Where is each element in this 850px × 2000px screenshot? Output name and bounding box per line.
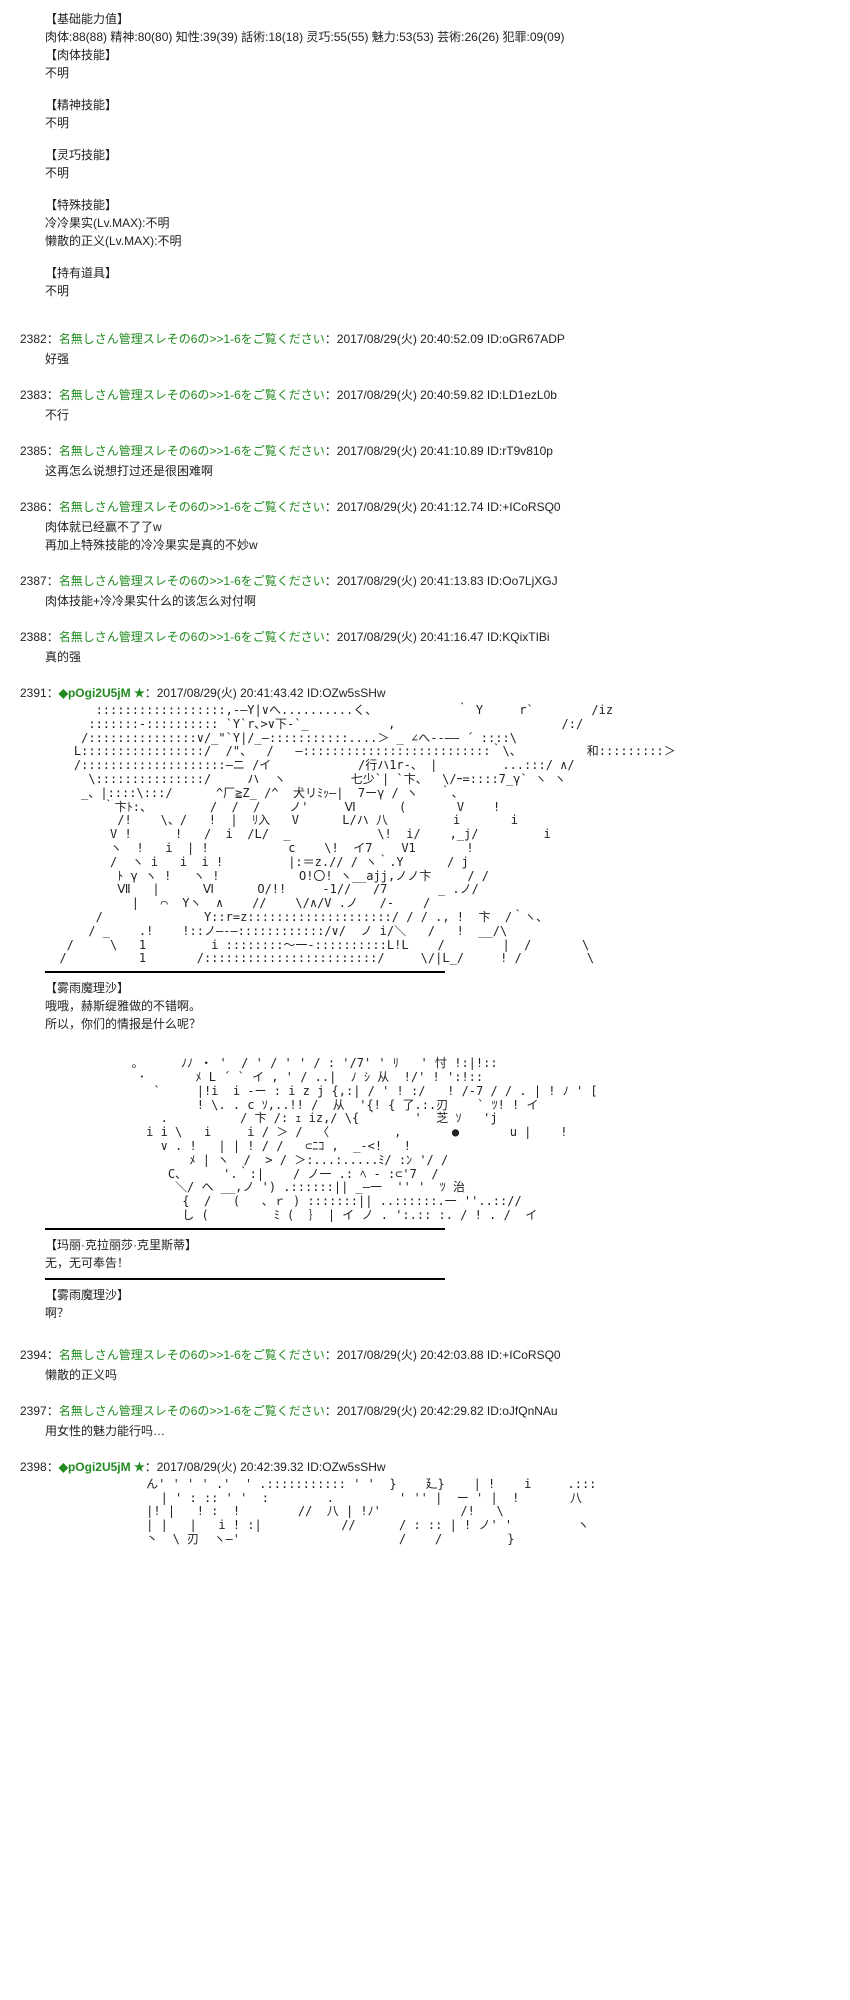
- section-title: 【精神技能】: [45, 96, 830, 114]
- post: 2383：名無しさん管理スレその6の>>1-6をご覧ください：2017/08/2…: [20, 386, 830, 424]
- post-num: 2391: [20, 686, 47, 700]
- post-body: 懒散的正义吗: [45, 1366, 830, 1384]
- post-trip: ◆pOgi2U5jM ★: [59, 1460, 145, 1474]
- post-num: 2394: [20, 1348, 47, 1362]
- post-date: 2017/08/29(火) 20:41:43.42: [157, 686, 304, 700]
- post-num: 2383: [20, 388, 47, 402]
- dialog-box-2: 【玛丽·克拉丽莎·克里斯蒂】 无，无可奉告！ 【雾雨魔理沙】 啊？: [45, 1228, 830, 1326]
- post-id: ID:oJfQnNAu: [487, 1404, 558, 1418]
- post-header: 2388：名無しさん管理スレその6の>>1-6をご覧ください：2017/08/2…: [20, 628, 830, 646]
- post-num: 2387: [20, 574, 47, 588]
- post-name: 名無しさん管理スレその6の>>1-6をご覧ください: [59, 574, 325, 588]
- post-id: ID:rT9v810p: [487, 444, 553, 458]
- post-body: 肉体技能+冷冷果实什么的该怎么对付啊: [45, 592, 830, 610]
- post-name: 名無しさん管理スレその6の>>1-6をご覧ください: [59, 332, 325, 346]
- post-name: 名無しさん管理スレその6の>>1-6をご覧ください: [59, 1348, 325, 1362]
- post: 2397：名無しさん管理スレその6の>>1-6をご覧ください：2017/08/2…: [20, 1402, 830, 1440]
- post: 2388：名無しさん管理スレその6の>>1-6をご覧ください：2017/08/2…: [20, 628, 830, 666]
- dialog-text: 哦哦，赫斯缇雅做的不错啊。 所以，你们的情报是什么呢？: [45, 997, 830, 1033]
- post-body: 肉体就已经赢不了了w 再加上特殊技能的冷冷果实是真的不妙w: [45, 518, 830, 554]
- post-id: ID:OZw5sSHw: [307, 686, 386, 700]
- post-name: 名無しさん管理スレその6の>>1-6をご覧ください: [59, 444, 325, 458]
- post-date: 2017/08/29(火) 20:40:52.09: [337, 332, 484, 346]
- post-date: 2017/08/29(火) 20:42:39.32: [157, 1460, 304, 1474]
- post-num: 2398: [20, 1460, 47, 1474]
- dialog-text: 无，无可奉告！: [45, 1254, 830, 1272]
- post-header: 2386：名無しさん管理スレその6の>>1-6をご覧ください：2017/08/2…: [20, 498, 830, 516]
- post-id: ID:OZw5sSHw: [307, 1460, 386, 1474]
- post-name: 名無しさん管理スレその6の>>1-6をご覧ください: [59, 630, 325, 644]
- stats-section: 【灵巧技能】不明: [45, 146, 830, 182]
- post-header: 2382：名無しさん管理スレその6の>>1-6をご覧ください：2017/08/2…: [20, 330, 830, 348]
- section-value: 冷冷果实(Lv.MAX):不明 懒散的正义(Lv.MAX):不明: [45, 214, 830, 250]
- trip-post-2: 2398：◆pOgi2U5jM ★：2017/08/29(火) 20:42:39…: [20, 1458, 830, 1547]
- post-header: 2387：名無しさん管理スレその6の>>1-6をご覧ください：2017/08/2…: [20, 572, 830, 590]
- dialog-speaker: 【雾雨魔理沙】: [45, 979, 830, 997]
- post-header: 2385：名無しさん管理スレその6の>>1-6をご覧ください：2017/08/2…: [20, 442, 830, 460]
- section-value: 不明: [45, 282, 830, 300]
- post-body: 不行: [45, 406, 830, 424]
- post-header: 2398：◆pOgi2U5jM ★：2017/08/29(火) 20:42:39…: [20, 1458, 830, 1476]
- ascii-art-1: ::::::::::::::::::,-―Y|∨へ..........く、 ｀ …: [45, 704, 830, 966]
- post-num: 2397: [20, 1404, 47, 1418]
- post-id: ID:LD1ezL0b: [487, 388, 557, 402]
- section-value: 不明: [45, 114, 830, 132]
- stats-block: 【基础能力值】 肉体:88(88) 精神:80(80) 知性:39(39) 話術…: [45, 10, 830, 300]
- dialog-speaker: 【雾雨魔理沙】: [45, 1286, 830, 1304]
- ascii-art-2: ｡ ﾉﾉ ・ ' / ' / ' ' / : '/7' ' ﾘ ' 忖 !:|!…: [45, 1057, 830, 1223]
- ascii-art-3: ん' ' ' ' .' ' .::::::::::: ' ' } 廴} | ! …: [45, 1478, 830, 1547]
- trip-post-1: 2391：◆pOgi2U5jM ★：2017/08/29(火) 20:41:43…: [20, 684, 830, 1326]
- post-header: 2383：名無しさん管理スレその6の>>1-6をご覧ください：2017/08/2…: [20, 386, 830, 404]
- posts-area: 2382：名無しさん管理スレその6の>>1-6をご覧ください：2017/08/2…: [20, 330, 830, 666]
- section-title: 【特殊技能】: [45, 196, 830, 214]
- post-date: 2017/08/29(火) 20:41:16.47: [337, 630, 484, 644]
- post-trip: ◆pOgi2U5jM ★: [59, 686, 145, 700]
- post-date: 2017/08/29(火) 20:41:13.83: [337, 574, 484, 588]
- section-value: 不明: [45, 164, 830, 182]
- dialog-box-1: 【雾雨魔理沙】 哦哦，赫斯缇雅做的不错啊。 所以，你们的情报是什么呢？: [45, 971, 830, 1037]
- post-body: 好强: [45, 350, 830, 368]
- post: 2387：名無しさん管理スレその6の>>1-6をご覧ください：2017/08/2…: [20, 572, 830, 610]
- post-name: 名無しさん管理スレその6の>>1-6をご覧ください: [59, 388, 325, 402]
- dialog-speaker: 【玛丽·克拉丽莎·克里斯蒂】: [45, 1236, 830, 1254]
- stats-section: 【精神技能】不明: [45, 96, 830, 132]
- stats-header: 【基础能力值】: [45, 10, 830, 28]
- post-date: 2017/08/29(火) 20:41:12.74: [337, 500, 484, 514]
- post-num: 2388: [20, 630, 47, 644]
- post-id: ID:oGR67ADP: [487, 332, 565, 346]
- post: 2386：名無しさん管理スレその6の>>1-6をご覧ください：2017/08/2…: [20, 498, 830, 554]
- post-num: 2385: [20, 444, 47, 458]
- post-header: 2391：◆pOgi2U5jM ★：2017/08/29(火) 20:41:43…: [20, 684, 830, 702]
- post-id: ID:Oo7LjXGJ: [487, 574, 558, 588]
- post: 2394：名無しさん管理スレその6の>>1-6をご覧ください：2017/08/2…: [20, 1346, 830, 1384]
- post: 2385：名無しさん管理スレその6の>>1-6をご覧ください：2017/08/2…: [20, 442, 830, 480]
- post-name: 名無しさん管理スレその6の>>1-6をご覧ください: [59, 500, 325, 514]
- post-header: 2394：名無しさん管理スレその6の>>1-6をご覧ください：2017/08/2…: [20, 1346, 830, 1364]
- post-num: 2386: [20, 500, 47, 514]
- post: 2382：名無しさん管理スレその6の>>1-6をご覧ください：2017/08/2…: [20, 330, 830, 368]
- post-id: ID:+ICoRSQ0: [487, 1348, 561, 1362]
- stats-section: 【持有道具】不明: [45, 264, 830, 300]
- post-body: 用女性的魅力能行吗…: [45, 1422, 830, 1440]
- stats-section: 【肉体技能】不明: [45, 46, 830, 82]
- post-date: 2017/08/29(火) 20:42:03.88: [337, 1348, 484, 1362]
- stats-section: 【特殊技能】冷冷果实(Lv.MAX):不明 懒散的正义(Lv.MAX):不明: [45, 196, 830, 250]
- section-title: 【肉体技能】: [45, 46, 830, 64]
- post-body: 这再怎么说想打过还是很困难啊: [45, 462, 830, 480]
- post-header: 2397：名無しさん管理スレその6の>>1-6をご覧ください：2017/08/2…: [20, 1402, 830, 1420]
- post-date: 2017/08/29(火) 20:41:10.89: [337, 444, 484, 458]
- post-date: 2017/08/29(火) 20:40:59.82: [337, 388, 484, 402]
- dialog-text: 啊？: [45, 1304, 830, 1322]
- post-name: 名無しさん管理スレその6の>>1-6をご覧ください: [59, 1404, 325, 1418]
- section-title: 【持有道具】: [45, 264, 830, 282]
- post-id: ID:KQixTIBi: [487, 630, 550, 644]
- section-title: 【灵巧技能】: [45, 146, 830, 164]
- posts-area-2: 2394：名無しさん管理スレその6の>>1-6をご覧ください：2017/08/2…: [20, 1346, 830, 1440]
- section-value: 不明: [45, 64, 830, 82]
- post-date: 2017/08/29(火) 20:42:29.82: [337, 1404, 484, 1418]
- post-num: 2382: [20, 332, 47, 346]
- post-body: 真的强: [45, 648, 830, 666]
- post-id: ID:+ICoRSQ0: [487, 500, 561, 514]
- stats-line: 肉体:88(88) 精神:80(80) 知性:39(39) 話術:18(18) …: [45, 28, 830, 46]
